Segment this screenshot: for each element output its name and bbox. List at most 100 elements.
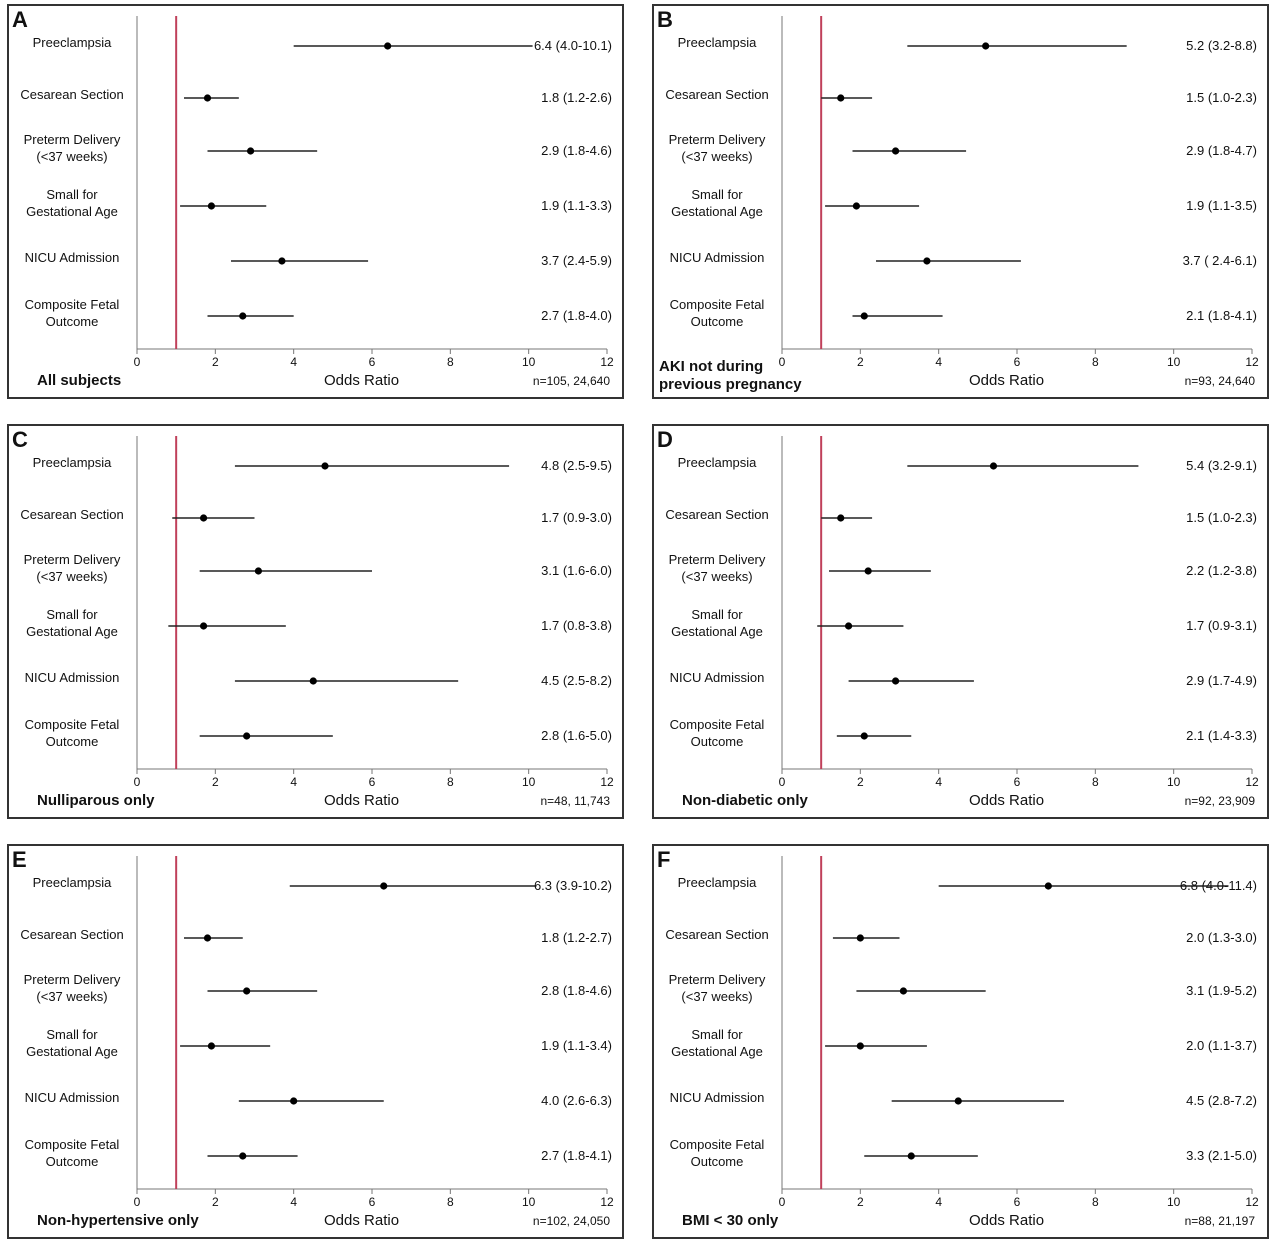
x-tick-label: 6 bbox=[1013, 775, 1021, 789]
forest-plot-canvas bbox=[781, 16, 1253, 354]
x-tick-label: 10 bbox=[521, 355, 536, 369]
odds-ratio-value-label: 4.5 (2.8-7.2) bbox=[1186, 1093, 1257, 1108]
x-tick-label: 2 bbox=[856, 775, 864, 789]
x-tick-label: 2 bbox=[211, 355, 219, 369]
outcome-label: Preterm Delivery (<37 weeks) bbox=[668, 131, 766, 164]
forest-panel-f: 0 2 4 6 8 10 12 Preeclampsia Cesarean Section Pre… bbox=[652, 844, 1269, 1239]
odds-ratio-point bbox=[856, 934, 864, 942]
odds-ratio-point bbox=[384, 42, 392, 50]
x-tick-label: 8 bbox=[446, 775, 454, 789]
odds-ratio-value-label: 1.8 (1.2-2.6) bbox=[541, 90, 612, 105]
outcome-label: Preterm Delivery (<37 weeks) bbox=[668, 551, 766, 584]
x-tick-label: 10 bbox=[1166, 355, 1181, 369]
panel-letter: A bbox=[12, 7, 28, 32]
odds-ratio-point bbox=[290, 1097, 298, 1105]
odds-ratio-value-label: 2.7 (1.8-4.0) bbox=[541, 308, 612, 323]
x-tick-label: 0 bbox=[133, 775, 141, 789]
odds-ratio-value-label: 2.2 (1.2-3.8) bbox=[1186, 563, 1257, 578]
x-tick-label: 4 bbox=[935, 355, 942, 369]
forest-panel-e: 0 2 4 6 8 10 12 Preeclampsia Cesarean Section Pre… bbox=[7, 844, 624, 1239]
odds-ratio-point bbox=[852, 202, 861, 210]
panel-letter: C bbox=[12, 427, 28, 452]
x-axis-title: Odds Ratio bbox=[969, 372, 1045, 389]
odds-ratio-point bbox=[207, 202, 216, 210]
odds-ratio-value-label: 6.3 (3.9-10.2) bbox=[533, 878, 612, 893]
odds-ratio-value-label: 1.7 (0.9-3.1) bbox=[1186, 618, 1257, 633]
x-tick-label: 6 bbox=[368, 355, 376, 369]
outcome-label: NICU Admission bbox=[24, 670, 120, 685]
outcome-label: Small for Gestational Age bbox=[26, 1026, 118, 1059]
outcome-label: Small for Gestational Age bbox=[26, 606, 118, 639]
outcome-label: NICU Admission bbox=[669, 670, 765, 685]
outcome-label: Composite Fetal Outcome bbox=[24, 296, 120, 329]
odds-ratio-point bbox=[1044, 882, 1052, 890]
outcome-label: Preterm Delivery (<37 weeks) bbox=[668, 971, 766, 1004]
odds-ratio-value-label: 2.9 (1.8-4.6) bbox=[541, 143, 612, 158]
outcome-label: Cesarean Section bbox=[20, 507, 124, 522]
odds-ratio-point bbox=[837, 514, 845, 522]
outcome-label: Preterm Delivery (<37 weeks) bbox=[23, 551, 121, 584]
odds-ratio-point bbox=[207, 1042, 216, 1050]
x-tick-label: 2 bbox=[856, 355, 864, 369]
outcome-label: Preeclampsia bbox=[32, 455, 112, 470]
x-tick-label: 4 bbox=[935, 775, 942, 789]
subset-label: BMI < 30 only bbox=[682, 1212, 779, 1229]
odds-ratio-point bbox=[239, 312, 247, 320]
odds-ratio-value-label: 2.1 (1.4-3.3) bbox=[1186, 728, 1257, 743]
odds-ratio-value-label: 1.7 (0.9-3.0) bbox=[541, 510, 612, 525]
odds-ratio-value-label: 2.8 (1.8-4.6) bbox=[541, 983, 612, 998]
odds-ratio-value-label: 3.7 ( 2.4-6.1) bbox=[1182, 253, 1257, 268]
outcome-label: Small for Gestational Age bbox=[671, 1026, 763, 1059]
odds-ratio-point bbox=[243, 987, 251, 995]
x-tick-label: 6 bbox=[368, 1195, 376, 1209]
odds-ratio-value-label: 2.1 (1.8-4.1) bbox=[1186, 308, 1257, 323]
outcome-label: NICU Admission bbox=[24, 1090, 120, 1105]
x-tick-label: 2 bbox=[856, 1195, 864, 1209]
odds-ratio-value-label: 3.3 (2.1-5.0) bbox=[1186, 1148, 1257, 1163]
odds-ratio-value-label: 2.8 (1.6-5.0) bbox=[541, 728, 612, 743]
odds-ratio-point bbox=[239, 1152, 247, 1160]
panel-letter: D bbox=[657, 427, 673, 452]
odds-ratio-point bbox=[891, 147, 900, 155]
outcome-label: Preeclampsia bbox=[677, 35, 757, 50]
x-tick-label: 12 bbox=[1245, 1195, 1259, 1209]
x-tick-label: 0 bbox=[778, 1195, 786, 1209]
x-tick-label: 4 bbox=[935, 1195, 942, 1209]
x-tick-label: 4 bbox=[290, 355, 297, 369]
odds-ratio-point bbox=[954, 1097, 962, 1105]
outcome-label: Small for Gestational Age bbox=[671, 606, 763, 639]
panel-letter: B bbox=[657, 7, 673, 32]
x-tick-label: 4 bbox=[290, 1195, 297, 1209]
odds-ratio-value-label: 2.7 (1.8-4.1) bbox=[541, 1148, 612, 1163]
forest-plot-canvas bbox=[781, 436, 1253, 774]
odds-ratio-value-label: 3.1 (1.9-5.2) bbox=[1186, 983, 1257, 998]
odds-ratio-point bbox=[860, 732, 868, 740]
odds-ratio-value-label: 2.9 (1.7-4.9) bbox=[1186, 673, 1257, 688]
odds-ratio-value-label: 6.4 (4.0-10.1) bbox=[533, 38, 612, 53]
x-tick-label: 0 bbox=[133, 1195, 141, 1209]
odds-ratio-value-label: 1.9 (1.1-3.5) bbox=[1186, 198, 1257, 213]
odds-ratio-value-label: 4.8 (2.5-9.5) bbox=[541, 458, 612, 473]
x-tick-label: 4 bbox=[290, 775, 297, 789]
odds-ratio-value-label: 6.8 (4.0-11.4) bbox=[1179, 878, 1257, 893]
odds-ratio-value-label: 2.0 (1.1-3.7) bbox=[1186, 1038, 1257, 1053]
odds-ratio-point bbox=[856, 1042, 864, 1050]
subset-label: AKI not during previous pregnancy bbox=[659, 358, 802, 393]
odds-ratio-point bbox=[254, 567, 263, 575]
outcome-label: Cesarean Section bbox=[665, 507, 769, 522]
odds-ratio-value-label: 1.5 (1.0-2.3) bbox=[1186, 510, 1257, 525]
subset-label: Non-diabetic only bbox=[682, 792, 808, 809]
x-tick-label: 2 bbox=[211, 1195, 219, 1209]
sample-size-label: n=48, 11,743 bbox=[540, 794, 610, 808]
odds-ratio-value-label: 2.0 (1.3-3.0) bbox=[1186, 930, 1257, 945]
odds-ratio-value-label: 2.9 (1.8-4.7) bbox=[1186, 143, 1257, 158]
outcome-label: NICU Admission bbox=[669, 1090, 765, 1105]
x-tick-label: 12 bbox=[600, 355, 614, 369]
odds-ratio-point bbox=[982, 42, 990, 50]
x-tick-label: 8 bbox=[1091, 355, 1099, 369]
outcome-label: Preeclampsia bbox=[677, 875, 757, 890]
odds-ratio-point bbox=[380, 882, 388, 890]
outcome-label: Cesarean Section bbox=[20, 927, 124, 942]
outcome-label: Preeclampsia bbox=[32, 875, 112, 890]
x-axis-title: Odds Ratio bbox=[324, 372, 400, 389]
